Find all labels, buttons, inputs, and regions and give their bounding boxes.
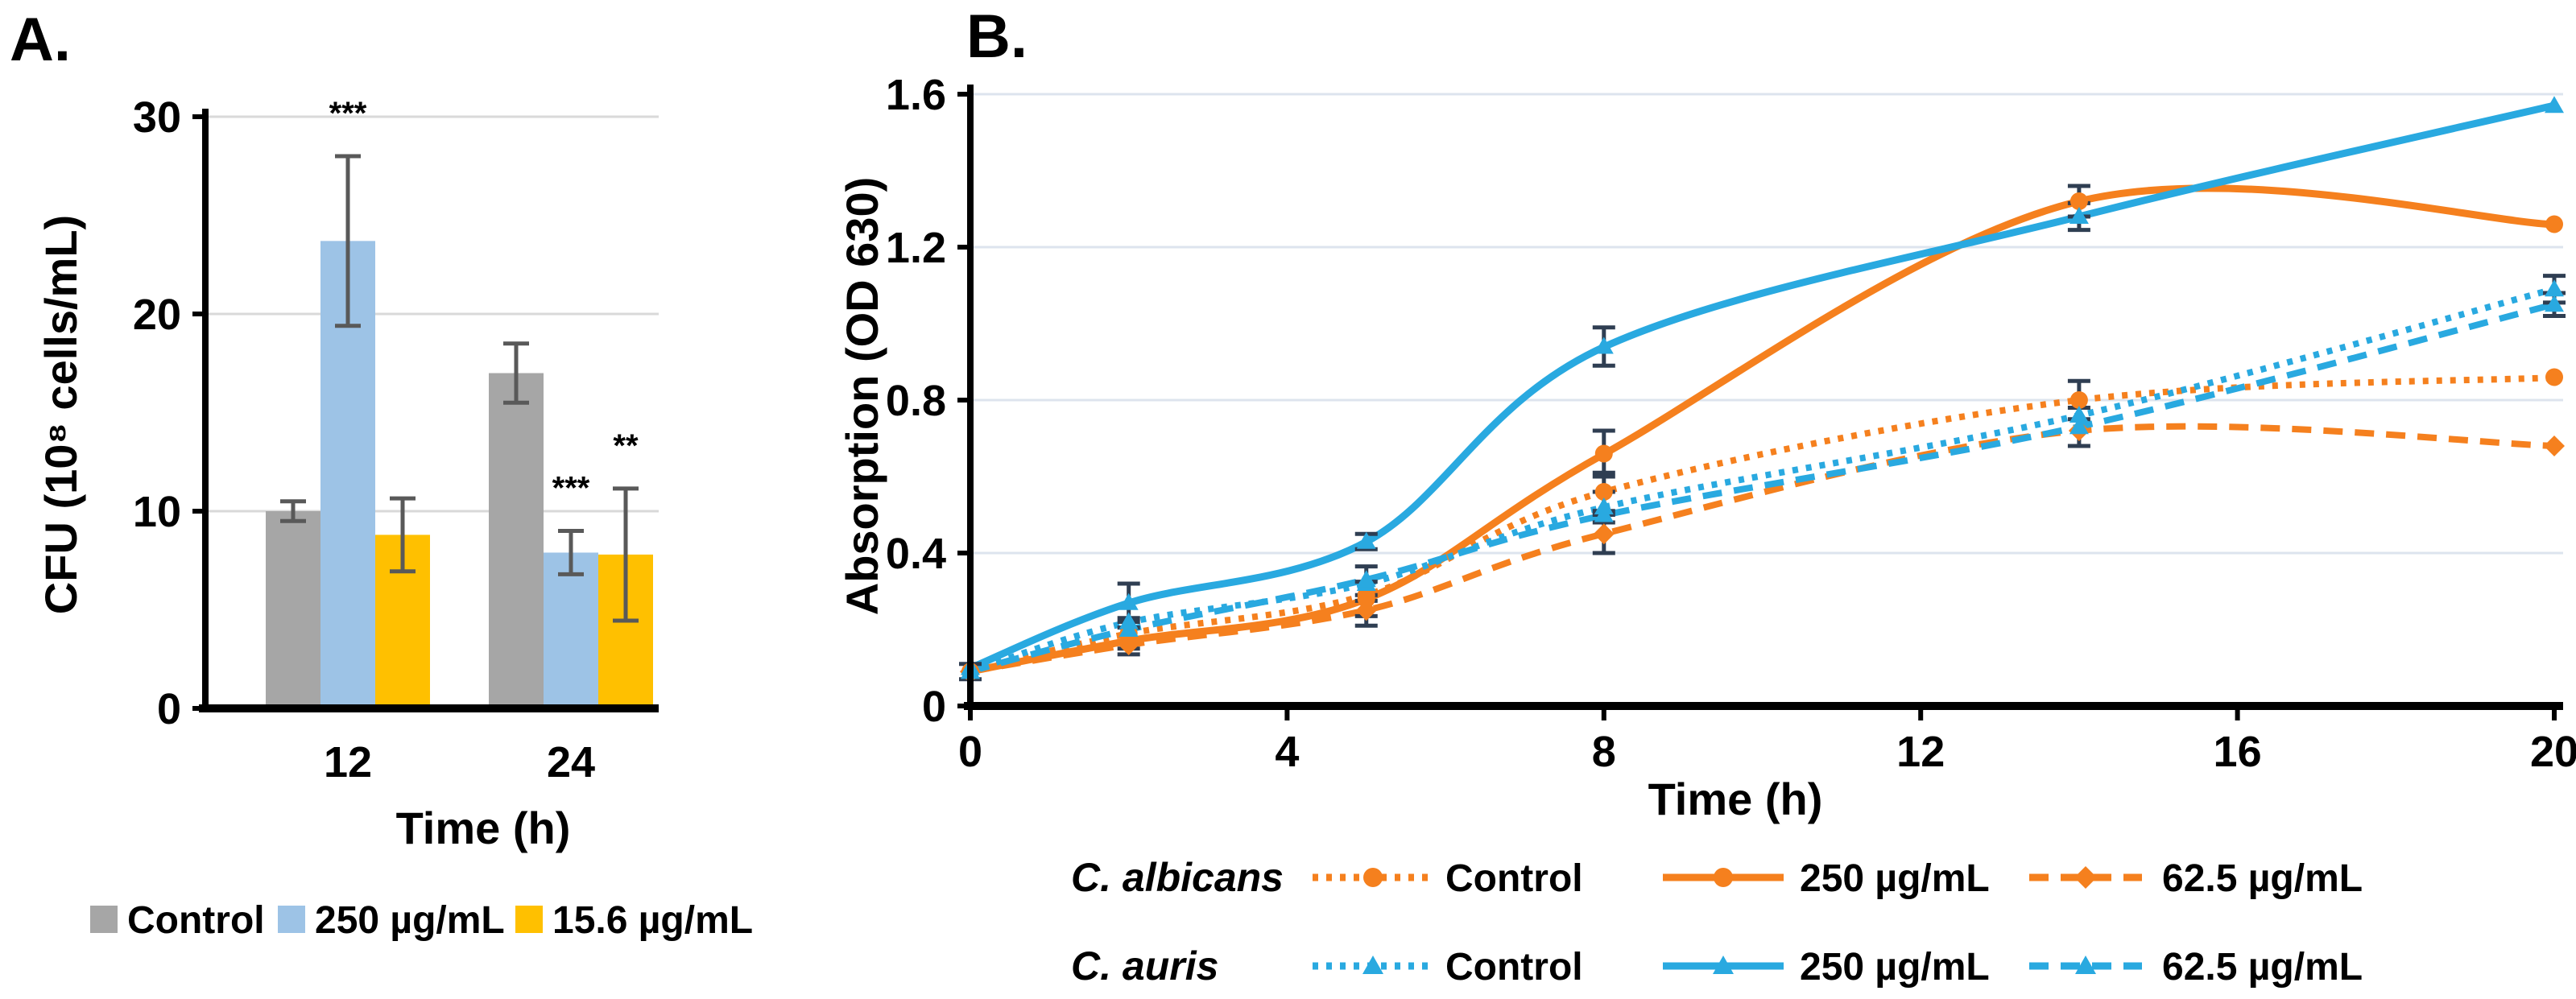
triangle-marker (1118, 620, 1139, 637)
y-tick-label: 30 (133, 93, 181, 142)
panel-a-label: A. (10, 6, 71, 74)
panel-a-legend: Control 250 µg/mL 15.6 µg/mL (90, 899, 753, 942)
x-tick-label: 20 (2530, 728, 2576, 776)
diamond-marker (1593, 523, 1615, 545)
legend-species-label: C. albicans (1071, 855, 1284, 900)
legend-diamond-marker (2074, 866, 2097, 889)
circle-marker (2069, 391, 2088, 409)
triangle-marker (1594, 505, 1614, 522)
panel-b-legend: C. albicans Control 250 µg/mL 62.5 µg/mL C. … (1071, 855, 2363, 989)
panel-a-y-ticks: 0 10 20 30 (133, 93, 205, 733)
line-c-auris-control (969, 286, 2556, 675)
triangle-marker (2069, 417, 2089, 435)
triangle-marker (2545, 279, 2564, 297)
circle-marker (1357, 590, 1375, 608)
panel-b-x-ticks: 0 4 8 12 16 20 (958, 706, 2576, 776)
y-tick-label: 1.6 (886, 71, 946, 119)
legend-triangle-marker (1362, 956, 1383, 974)
circle-marker (2545, 368, 2563, 386)
bar-250-g-ml-24h (544, 552, 598, 708)
circle-marker (2545, 215, 2563, 233)
triangle-marker (2545, 96, 2564, 114)
y-tick-label: 20 (133, 291, 181, 339)
line-c-auris-250-g-ml (969, 101, 2556, 672)
legend-label: 62.5 µg/mL (2162, 946, 2363, 989)
panel-a-bars (266, 241, 653, 709)
legend-label: 250 µg/mL (1800, 946, 1990, 989)
panel-b-label: B. (966, 2, 1028, 71)
panel-a-gridlines (205, 115, 659, 513)
legend-triangle-marker (1713, 956, 1734, 974)
x-tick-label: 4 (1275, 728, 1299, 776)
triangle-marker (2069, 207, 2089, 224)
diamond-marker (1355, 600, 1377, 621)
triangle-marker (2545, 295, 2564, 312)
bar-control-24h (489, 373, 544, 708)
panel-b-y-axis-title: Absorption (OD 630) (837, 177, 887, 615)
significance-mark: *** (329, 96, 367, 131)
y-tick-label: 0 (157, 685, 181, 733)
legend-swatch-2 (278, 906, 305, 933)
legend-label: Control (1445, 857, 1583, 900)
x-tick-label: 12 (1896, 728, 1945, 776)
panel-b-chart: 0 0.4 0.8 1.2 1.6 0 4 8 12 16 20 Time (h) Absorption… (837, 71, 2576, 989)
legend-label: 15.6 µg/mL (552, 899, 753, 942)
x-tick-label: 24 (547, 738, 595, 786)
bar-control-12h (266, 511, 320, 708)
y-tick-label: 0.8 (886, 377, 946, 425)
panel-b-y-ticks: 0 0.4 0.8 1.2 1.6 (886, 71, 970, 731)
triangle-marker (1118, 592, 1139, 610)
y-tick-label: 1.2 (886, 224, 946, 272)
diamond-marker (2544, 436, 2565, 456)
triangle-marker (1356, 570, 1376, 588)
panel-b-lines (969, 101, 2556, 675)
y-tick-label: 0.4 (886, 530, 946, 578)
legend-swatch-1 (90, 906, 118, 933)
panel-b-gridlines (970, 93, 2563, 555)
legend-circle-marker (1714, 868, 1733, 887)
triangle-marker (1356, 531, 1376, 549)
panel-a-error-bars (280, 154, 639, 623)
x-tick-label: 0 (958, 728, 982, 776)
legend-label: 250 µg/mL (1800, 857, 1990, 900)
panel-b-x-axis-title: Time (h) (1648, 774, 1823, 824)
x-tick-label: 8 (1592, 728, 1616, 776)
y-tick-label: 0 (922, 683, 946, 731)
panel-b-markers (960, 96, 2565, 683)
circle-marker (1594, 444, 1613, 463)
panel-a-x-axis-title: Time (h) (396, 803, 571, 853)
legend-label: 250 µg/mL (315, 899, 505, 942)
legend-label: 62.5 µg/mL (2162, 857, 2363, 900)
legend-label: Control (127, 899, 265, 942)
legend-label: Control (1445, 946, 1583, 989)
x-tick-label: 16 (2214, 728, 2262, 776)
panel-a-y-axis-title: CFU (10⁸ cells/mL) (35, 215, 86, 614)
legend-circle-marker (1363, 868, 1383, 887)
diamond-marker (1118, 634, 1139, 655)
circle-marker (2069, 192, 2088, 210)
y-tick-label: 10 (133, 488, 181, 536)
significance-mark: ** (613, 428, 639, 464)
line-c-albicans-250-g-ml (970, 184, 2555, 675)
circle-marker (1594, 483, 1613, 501)
legend-swatch-3 (515, 906, 543, 933)
legend-species-label: C. auris (1071, 943, 1218, 989)
legend-triangle-marker (2075, 956, 2096, 974)
x-tick-label: 12 (324, 738, 372, 786)
significance-mark: *** (552, 471, 590, 506)
panel-a-significance: ******** (329, 96, 639, 506)
triangle-marker (2069, 406, 2089, 423)
line-c-albicans-62.5-g-ml (970, 423, 2555, 675)
triangle-marker (1594, 336, 1614, 354)
